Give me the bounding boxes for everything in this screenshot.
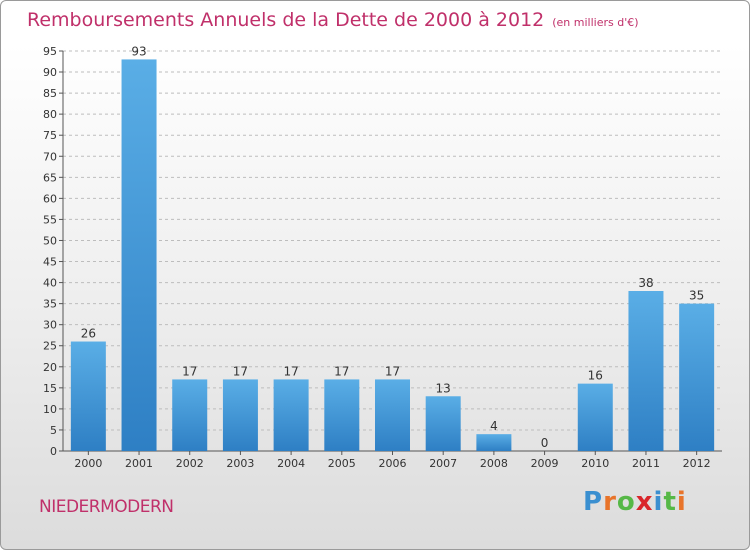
bar	[628, 291, 664, 451]
bar	[375, 379, 410, 451]
commune-name: NIEDERMODERN	[39, 497, 174, 517]
y-tick-label: 90	[43, 66, 57, 79]
x-tick-label: 2007	[429, 457, 457, 470]
x-tick-label: 2003	[226, 457, 254, 470]
bar	[172, 379, 208, 451]
bar-value-label: 17	[334, 364, 349, 378]
chart-subtitle: (en milliers d'€)	[552, 16, 639, 29]
chart-title: Remboursements Annuels de la Dette de 20…	[27, 9, 639, 31]
bar-value-label: 17	[233, 364, 248, 378]
bar	[70, 341, 106, 451]
y-tick-label: 55	[43, 213, 57, 226]
logo-letter: P	[583, 487, 604, 517]
y-tick-label: 5	[50, 424, 57, 437]
y-tick-label: 95	[43, 45, 57, 58]
y-tick-label: 25	[43, 340, 57, 353]
logo-letter: x	[635, 487, 654, 517]
y-tick-label: 10	[43, 403, 57, 416]
bar	[222, 379, 258, 451]
bar	[121, 59, 157, 451]
x-tick-label: 2008	[480, 457, 508, 470]
x-tick-label: 2012	[683, 457, 711, 470]
bar-value-label: 16	[588, 369, 603, 383]
y-tick-label: 15	[43, 382, 57, 395]
x-tick-label: 2011	[632, 457, 660, 470]
x-tick-label: 2005	[328, 457, 356, 470]
logo-letter: t	[663, 487, 677, 517]
bar-value-label: 17	[182, 364, 197, 378]
proxiti-logo: Proxiti	[583, 487, 687, 517]
bar-value-label: 13	[436, 381, 451, 395]
bar	[273, 379, 309, 451]
bar-value-label: 4	[490, 419, 498, 433]
y-tick-label: 45	[43, 256, 57, 269]
bar-value-label: 26	[81, 327, 96, 341]
y-tick-label: 35	[43, 298, 57, 311]
bar	[476, 434, 512, 451]
bar-value-label: 93	[131, 44, 146, 58]
chart-title-text: Remboursements Annuels de la Dette de 20…	[27, 9, 545, 31]
logo-letter: o	[616, 487, 636, 517]
x-tick-label: 2009	[531, 457, 559, 470]
y-tick-label: 20	[43, 361, 57, 374]
x-tick-label: 2004	[277, 457, 305, 470]
y-tick-label: 65	[43, 171, 57, 184]
bar	[425, 396, 461, 451]
y-tick-label: 60	[43, 192, 57, 205]
x-tick-label: 2001	[125, 457, 153, 470]
bar-value-label: 17	[283, 364, 298, 378]
x-tick-label: 2002	[176, 457, 204, 470]
logo-letter: i	[676, 487, 687, 517]
bar-value-label: 35	[689, 289, 704, 303]
bar-value-label: 38	[638, 276, 653, 290]
x-tick-label: 2006	[379, 457, 407, 470]
y-tick-label: 70	[43, 150, 57, 163]
y-tick-label: 80	[43, 108, 57, 121]
bar	[577, 383, 613, 451]
y-tick-label: 75	[43, 129, 57, 142]
bar-value-label: 17	[385, 364, 400, 378]
logo-letter: r	[603, 487, 617, 517]
y-tick-label: 30	[43, 319, 57, 332]
y-tick-label: 85	[43, 87, 57, 100]
x-tick-label: 2010	[581, 457, 609, 470]
bar	[679, 303, 715, 451]
bar	[324, 379, 360, 451]
y-tick-label: 40	[43, 277, 57, 290]
logo-letter: i	[653, 487, 664, 517]
bar-value-label: 0	[541, 436, 549, 450]
x-tick-label: 2000	[74, 457, 102, 470]
y-tick-label: 0	[50, 445, 57, 458]
y-tick-label: 50	[43, 234, 57, 247]
